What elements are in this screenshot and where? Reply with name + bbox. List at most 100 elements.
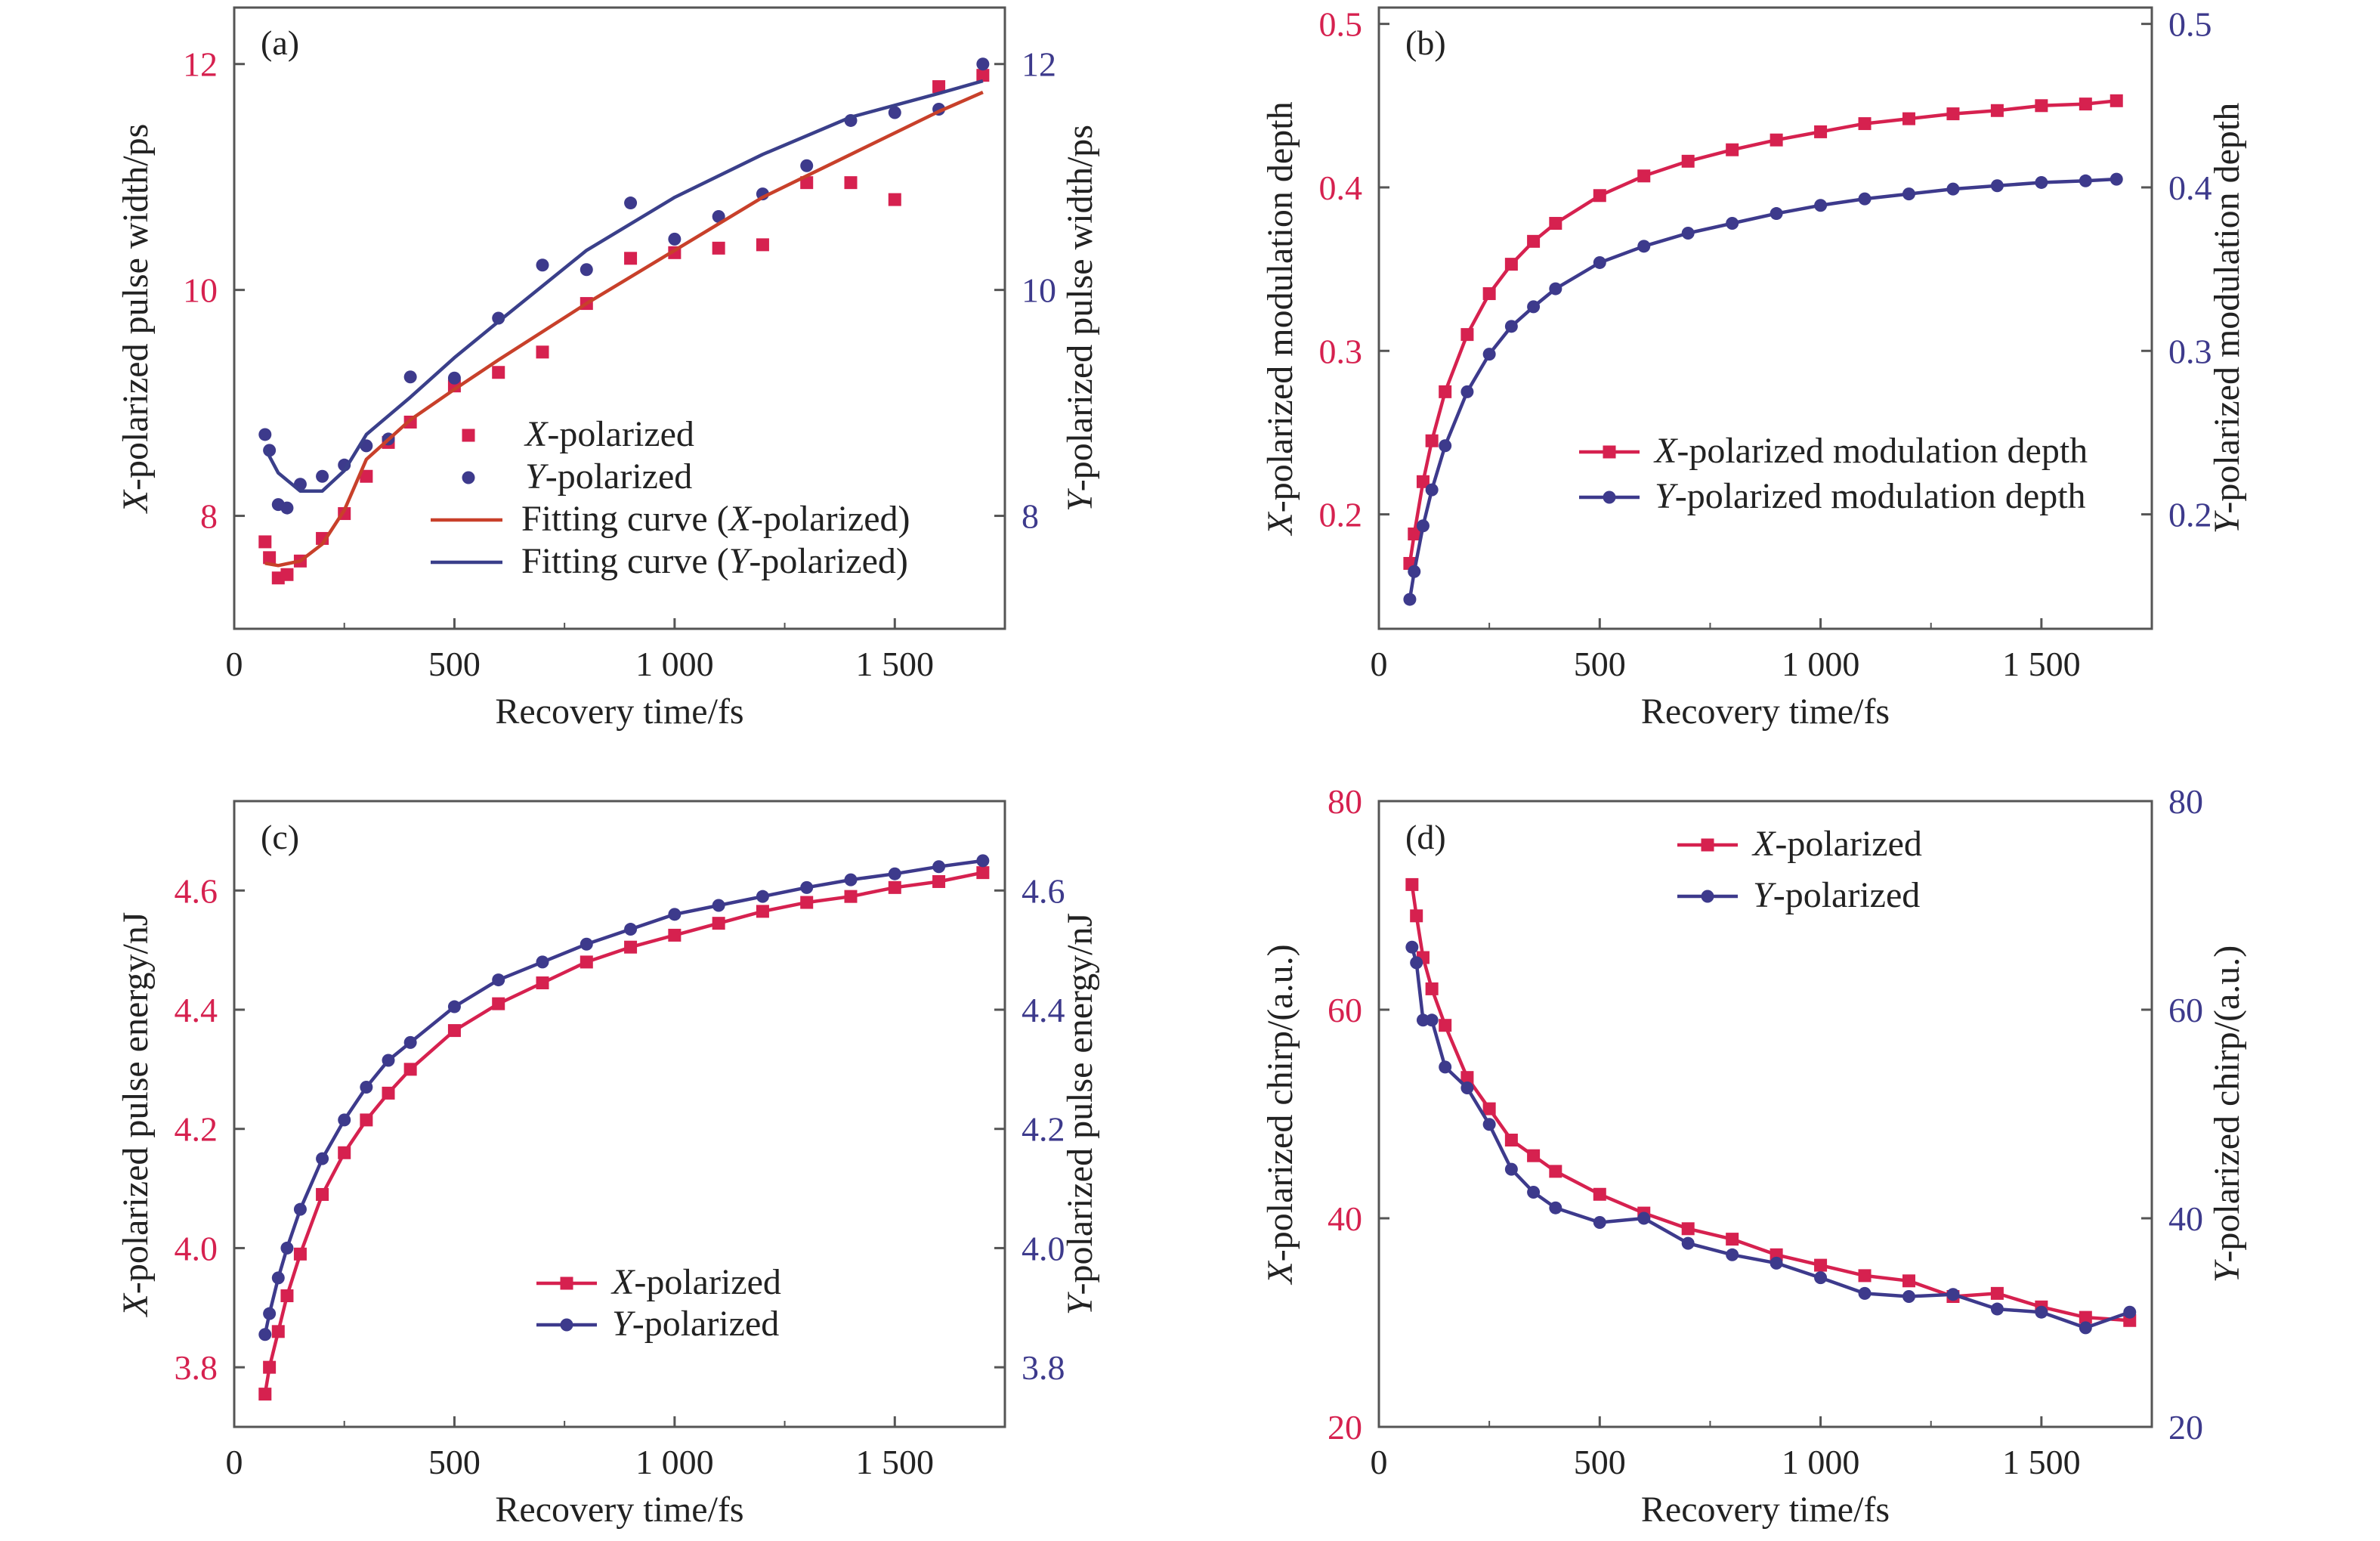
data-point [1637,1211,1651,1225]
data-point [1549,217,1562,231]
data-point [1990,1286,2004,1300]
data-point [316,1187,329,1201]
data-point [844,176,858,190]
data-point [1549,282,1562,296]
data-point [1593,1216,1606,1230]
data-point [888,193,901,206]
data-point [1814,1258,1828,1272]
series-y [1403,172,2123,606]
panel-tag: (b) [1405,23,1446,62]
data-point [1637,169,1651,183]
series-x [258,866,990,1401]
data-point [1527,1186,1541,1199]
y-right-tick-label: 8 [1022,497,1039,536]
x-axis-label: Recovery time/fs [495,692,743,732]
y-right-tick-label: 10 [1022,271,1056,310]
data-point [1549,1165,1562,1178]
x-tick-label: 500 [1574,645,1626,683]
y-right-axis-label: Y-polarized chirp/(a.u.) [2207,945,2247,1283]
y-right-axis-label: Y-polarized pulse energy/nJ [1060,913,1100,1315]
plot-frame [233,6,1006,630]
y-left-tick-label: 3.8 [175,1348,218,1387]
data-point [403,1063,417,1076]
data-point [1425,483,1439,497]
y-left-tick-label: 4.4 [175,991,218,1029]
data-point [1504,1134,1518,1146]
legend-swatch-marker [1603,445,1616,459]
data-point [888,867,901,880]
chart-panel-c: 0 500 1 000 1 500 3.8 3.8 4.0 4.0 4.2 4.2 4.4 4.4 4.… [116,800,1100,1530]
y-left-axis-label: X-polarized pulse width/ps [116,124,156,515]
y-right-axis-label: Y-polarized pulse width/ps [1060,125,1100,512]
data-point [1410,956,1423,970]
data-point [1504,320,1518,333]
data-point [1858,1286,1872,1300]
data-point [1527,1149,1541,1162]
x-tick-label: 500 [428,1443,481,1481]
data-point [1770,1256,1783,1270]
x-axis-label: Recovery time/fs [1641,1490,1890,1530]
y-right-tick-label: 0.2 [2168,496,2212,534]
series-y-curve [263,79,984,493]
data-point [1460,1071,1474,1085]
y-left-tick-label: 0.5 [1319,5,1363,44]
data-point [2079,1310,2092,1324]
data-point [1814,199,1828,212]
series-y [258,854,990,1341]
data-point [1902,187,1915,201]
data-point [756,238,769,252]
y-right-tick-label: 60 [2168,991,2203,1029]
data-point [624,252,638,265]
plot-frame [1377,6,2153,630]
data-point [2079,1321,2092,1335]
data-point [1902,112,1915,125]
legend-swatch-marker [560,1276,573,1290]
data-point [932,80,946,94]
data-point [1439,1060,1452,1074]
data-point [447,1000,461,1013]
data-point [712,209,725,223]
data-point [280,568,294,581]
data-point [668,232,682,246]
x-tick-label: 1 000 [1782,645,1860,683]
data-point [800,880,814,894]
data-point [2123,1305,2137,1319]
data-point [1425,982,1439,995]
data-point [492,997,505,1010]
series-line [1408,177,2117,600]
data-point [1416,475,1430,488]
panel-tag: (c) [261,818,299,856]
legend-swatch-marker [1701,890,1714,903]
y-right-tick-label: 3.8 [1022,1348,1065,1387]
data-point [1770,133,1783,147]
y-right-tick-label: 0.5 [2168,5,2212,44]
data-point [492,366,505,379]
data-point [844,890,858,903]
y-right-tick-label: 4.4 [1022,991,1065,1029]
data-point [932,860,946,874]
data-point [712,241,725,255]
x-tick-label: 0 [226,645,243,683]
data-point [1439,439,1452,453]
x-tick-label: 1 500 [2002,645,2081,683]
legend-label: Y-polarized [612,1304,779,1344]
data-point [2079,97,2092,111]
data-point [2110,94,2123,107]
data-point [1408,528,1421,541]
data-point [1416,519,1430,533]
data-point [668,908,682,921]
data-point [1593,189,1606,203]
data-point [888,106,901,119]
data-point [258,535,272,549]
data-point [263,1307,277,1320]
data-point [263,551,277,565]
data-point [756,890,769,903]
y-right-tick-label: 40 [2168,1199,2203,1238]
y-right-tick-label: 4.0 [1022,1229,1065,1267]
data-point [316,1152,329,1165]
data-point [1460,385,1474,398]
data-point [1549,1201,1562,1215]
